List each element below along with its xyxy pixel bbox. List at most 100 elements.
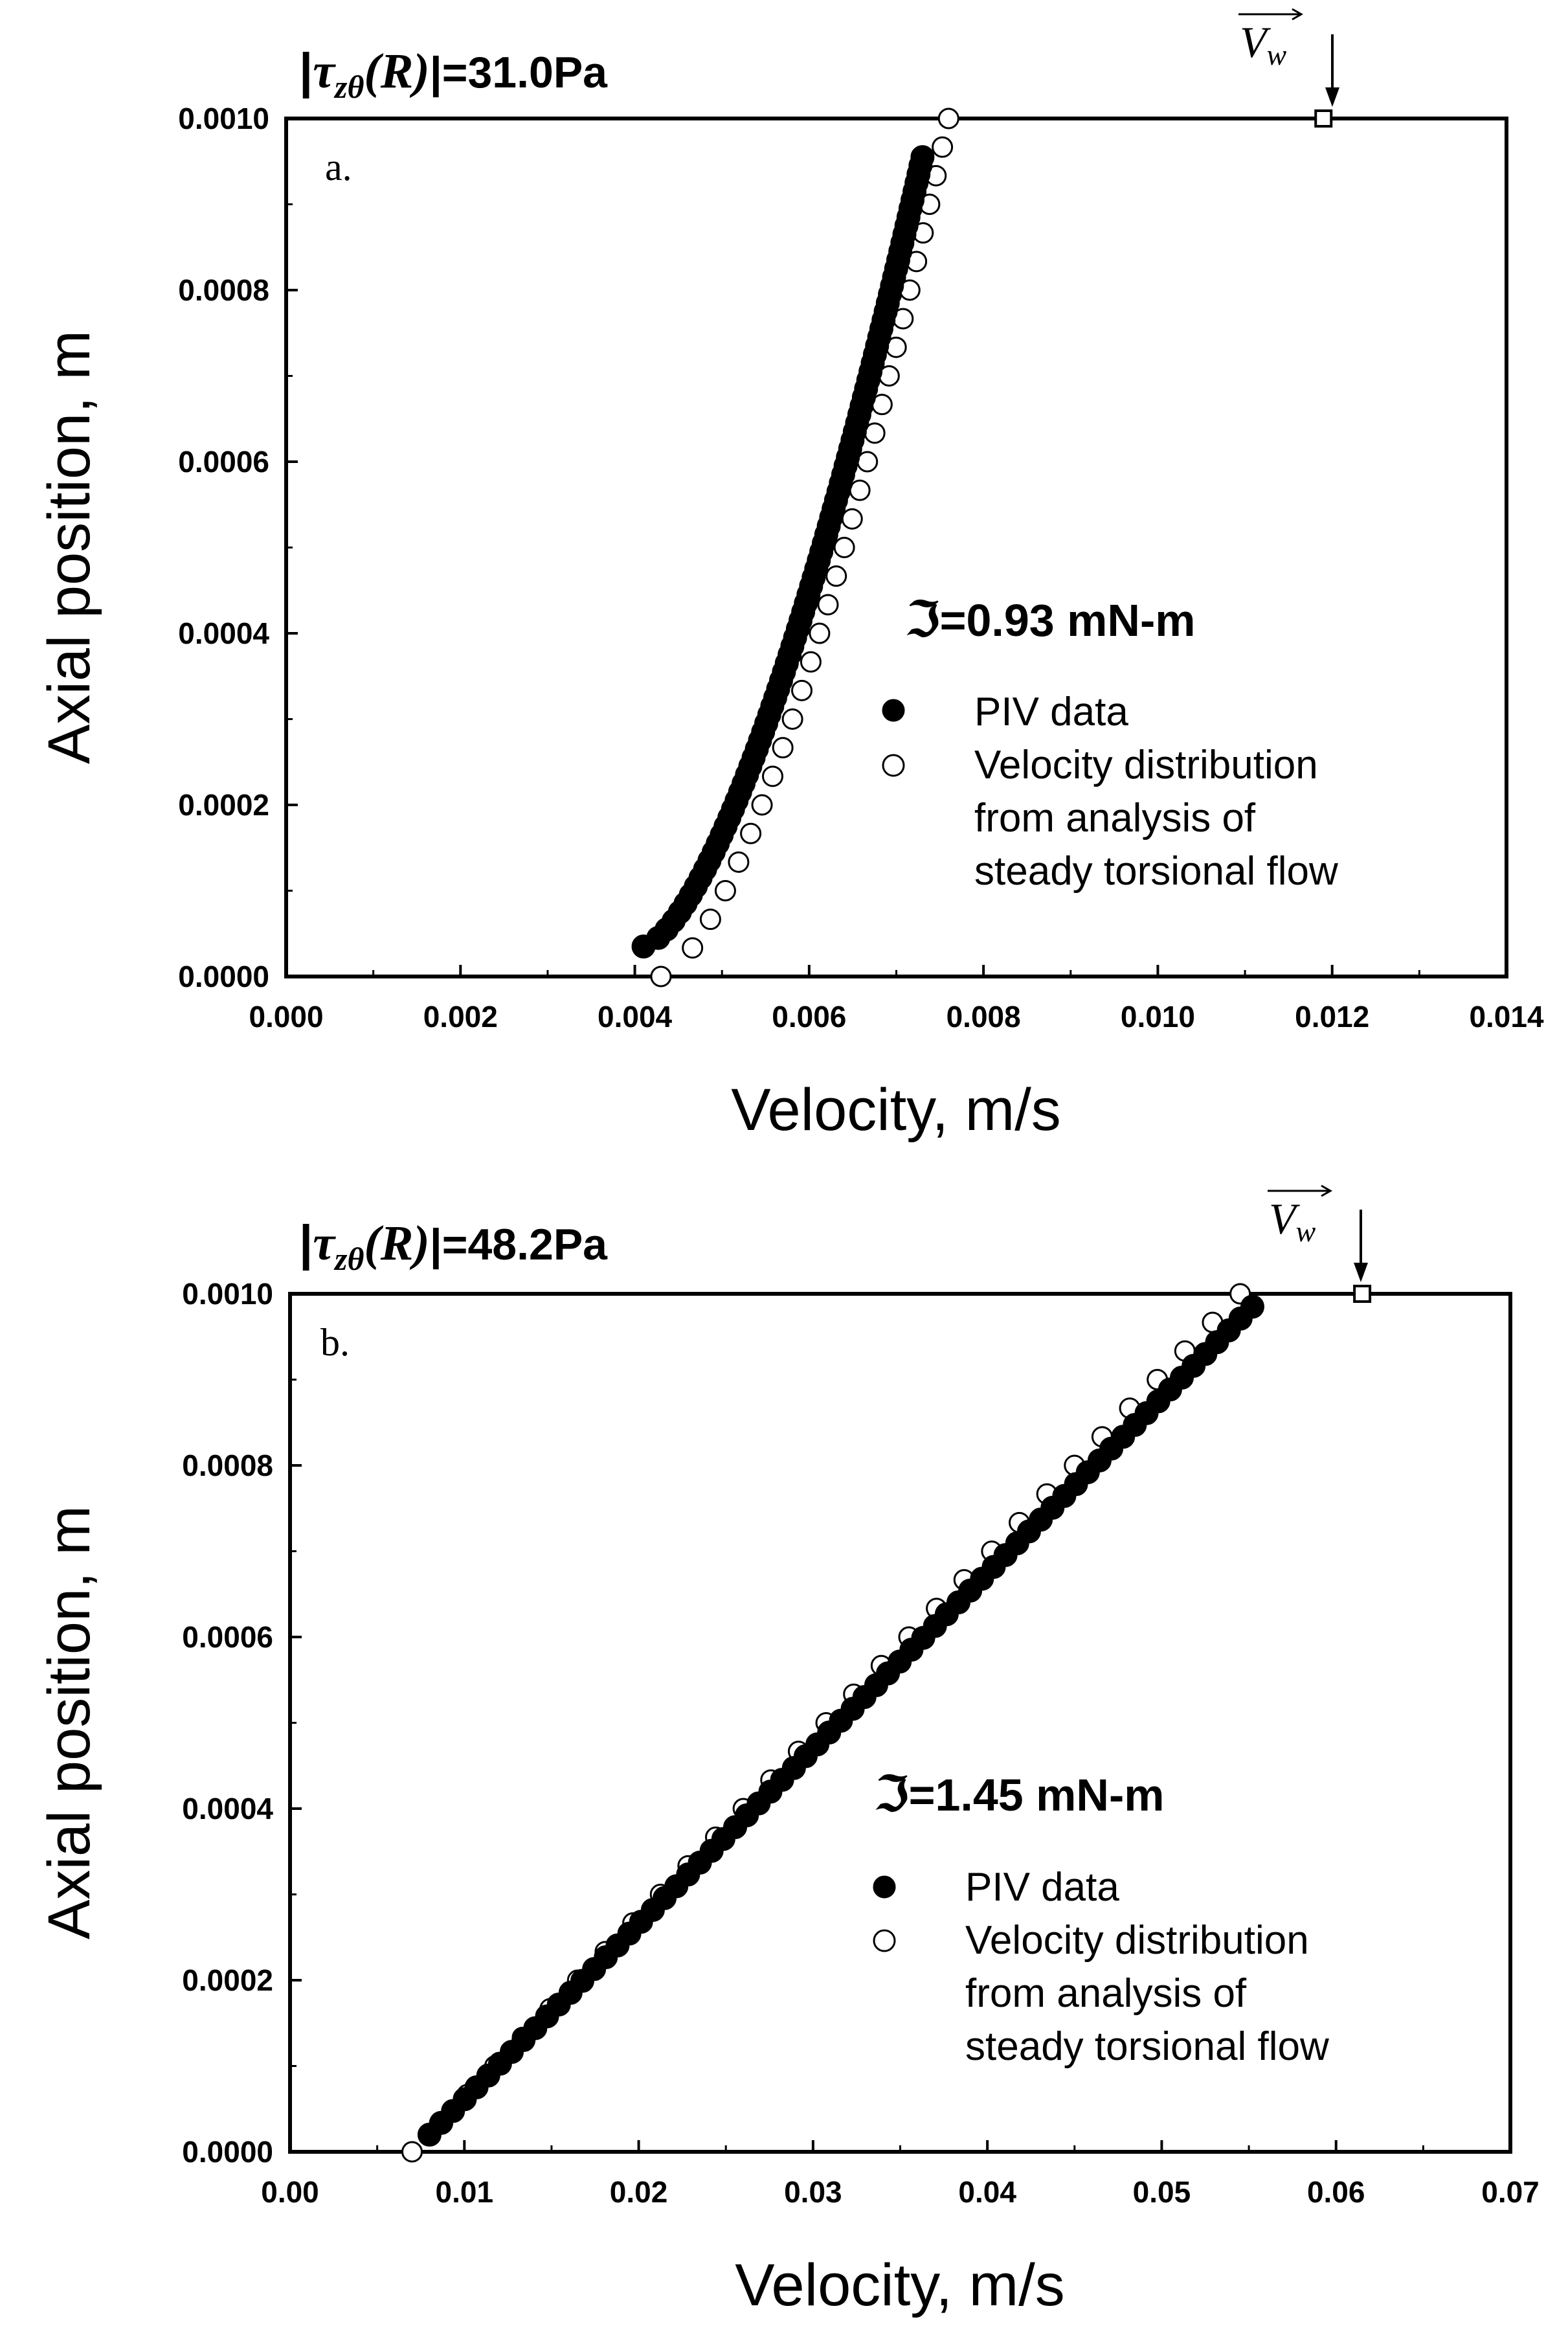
model-data-point (682, 937, 704, 959)
x-tick-label: 0.06 (1307, 2175, 1365, 2209)
torque-b-text: =1.45 mN-m (909, 1770, 1165, 1820)
legend-a-open-marker (882, 754, 905, 777)
y-ticks-b: 0.0000 0.0002 0.0004 0.0006 0.0008 0.0010 (182, 1277, 302, 2169)
panel-letter-a: a. (325, 146, 352, 188)
y-tick-label: 0.0000 (182, 2135, 273, 2169)
y-tick-label: 0.0000 (178, 960, 269, 993)
x-tick-label: 0.006 (772, 1000, 846, 1033)
model-data-point (937, 107, 959, 130)
torque-label-b: ℑ=1.45 mN-m (875, 1767, 1165, 1822)
piv-series-b (417, 1294, 1264, 2147)
wall-velocity-point (1314, 109, 1333, 128)
legend-b-entry-2: Velocity distribution (965, 1918, 1309, 1963)
torque-a-symbol: ℑ (906, 592, 940, 648)
model-data-point (817, 594, 839, 616)
vector-arrowhead (1321, 1184, 1333, 1197)
model-data-point (781, 708, 803, 730)
model-data-point (728, 851, 750, 873)
y-tick-label: 0.0010 (182, 1277, 273, 1311)
title-a-suffix: |=31.0Pa (430, 48, 608, 98)
y-tick-label: 0.0006 (178, 445, 269, 479)
x-tick-label: 0.01 (436, 2175, 494, 2209)
wall-velocity-marker-a (1238, 8, 1339, 128)
wall-velocity-b-subscript: w (1296, 1215, 1316, 1248)
x-tick-label: 0.00 (261, 2175, 319, 2209)
legend-a-entry-1: PIV data (974, 690, 1128, 734)
model-data-point (762, 765, 784, 787)
legend-b-entry-3: from analysis of (965, 1971, 1247, 2016)
legend-a-entry-4: steady torsional flow (974, 849, 1338, 894)
y-tick-label: 0.0008 (178, 273, 269, 307)
model-data-point (401, 2141, 423, 2163)
torque-a-text: =0.93 mN-m (940, 595, 1196, 646)
title-a-subscript: zθ (333, 69, 364, 105)
x-tick-label: 0.07 (1481, 2175, 1540, 2209)
title-a-argument: (R) (364, 44, 429, 98)
legend-b-filled-marker (873, 1875, 896, 1899)
panel-a: 0.000 0.002 0.004 0.006 0.008 0.010 0.012 0.014… (36, 8, 1544, 1143)
model-data-point (825, 565, 847, 587)
model-data-point (857, 451, 879, 473)
y-axis-label-a: Axial position, m (36, 330, 102, 764)
y-tick-label: 0.0002 (182, 1963, 273, 1997)
plot-area-frame-b (288, 1292, 1512, 2154)
title-a-prefix: | (299, 43, 313, 99)
y-tick-label: 0.0006 (182, 1620, 273, 1654)
legend-a-filled-marker (882, 699, 905, 722)
legend-b-open-marker (873, 1929, 896, 1952)
piv-data-point (910, 145, 935, 170)
y-tick-label: 0.0010 (178, 102, 269, 135)
legend-b-entry-1: PIV data (965, 1865, 1119, 1910)
x-tick-label: 0.03 (784, 2175, 842, 2209)
y-ticks-a: 0.0000 0.0002 0.0004 0.0006 0.0008 0.0010 (178, 102, 298, 993)
title-b-subscript: zθ (333, 1241, 364, 1277)
x-tick-label: 0.004 (598, 1000, 673, 1033)
model-data-point (772, 737, 794, 759)
title-b-symbol: τ (313, 1216, 336, 1270)
model-data-point (751, 794, 773, 816)
chart-title-a: |τzθ(R)|=31.0Pa (299, 43, 608, 105)
chart-title-b: |τzθ(R)|=48.2Pa (299, 1215, 608, 1277)
x-tick-label: 0.008 (946, 1000, 1021, 1033)
model-data-point (699, 909, 721, 931)
title-b-suffix: |=48.2Pa (430, 1220, 608, 1270)
model-data-point (650, 965, 672, 988)
y-tick-label: 0.0008 (182, 1449, 273, 1482)
piv-series-a (631, 145, 935, 959)
model-data-point (791, 679, 813, 701)
model-data-point (849, 479, 871, 501)
wall-velocity-marker-b (1268, 1184, 1372, 1303)
x-axis-label-b: Velocity, m/s (735, 2252, 1065, 2318)
torque-label-a: ℑ=0.93 mN-m (906, 592, 1196, 648)
y-tick-label: 0.0004 (182, 1792, 273, 1825)
arrow-head (1354, 1263, 1368, 1282)
model-data-point (932, 136, 954, 158)
legend-a-entry-3: from analysis of (974, 796, 1256, 841)
vector-arrowhead (1292, 8, 1304, 21)
y-tick-label: 0.0002 (178, 788, 269, 822)
y-axis-label-b: Axial position, m (36, 1506, 102, 1939)
title-b-prefix: | (299, 1215, 313, 1271)
wall-velocity-a-symbol: V (1240, 17, 1271, 67)
x-tick-label: 0.002 (423, 1000, 498, 1033)
wall-velocity-b-symbol: V (1269, 1194, 1301, 1243)
title-b-argument: (R) (364, 1216, 429, 1270)
panel-letter-b: b. (320, 1321, 350, 1364)
x-tick-label: 0.014 (1469, 1000, 1544, 1033)
x-tick-label: 0.000 (249, 1000, 323, 1033)
legend-a-entry-2: Velocity distribution (974, 743, 1318, 787)
torque-b-symbol: ℑ (875, 1767, 909, 1822)
model-data-point (714, 880, 736, 901)
x-tick-label: 0.05 (1133, 2175, 1191, 2209)
wall-velocity-a-subscript: w (1267, 38, 1287, 71)
y-tick-label: 0.0004 (178, 616, 269, 650)
wall-velocity-point (1353, 1285, 1372, 1303)
model-data-point (809, 622, 831, 644)
x-tick-label: 0.04 (958, 2175, 1016, 2209)
model-data-point (800, 651, 822, 673)
legend-b: PIV data Velocity distribution from anal… (873, 1865, 1329, 2069)
model-data-point (841, 508, 863, 530)
legend-a: PIV data Velocity distribution from anal… (882, 690, 1338, 894)
wall-velocity-label-b: Vw (1269, 1194, 1316, 1248)
